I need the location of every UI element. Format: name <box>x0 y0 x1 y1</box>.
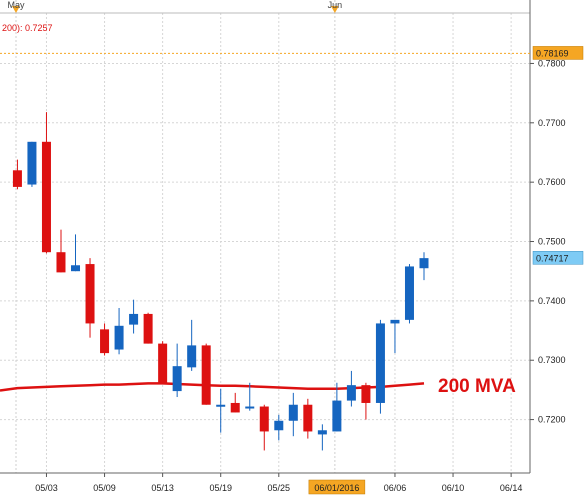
candle-down <box>12 159 22 190</box>
candle-down <box>259 404 269 451</box>
time-tick-label: 06/06 <box>384 483 407 493</box>
candle-up <box>245 382 255 411</box>
candle-body <box>259 406 269 432</box>
candle-body <box>129 313 139 325</box>
price-tick-label: 0.7600 <box>538 177 566 187</box>
time-tick-label: 06/14 <box>500 483 523 493</box>
candle-up <box>274 414 284 441</box>
month-label: May <box>7 0 25 10</box>
month-marker-triangle <box>12 6 20 13</box>
candle-up <box>419 252 429 281</box>
candle-body <box>288 404 298 421</box>
month-labels: May Jun <box>7 0 342 13</box>
candle-up <box>172 343 182 398</box>
candle-up <box>187 319 197 371</box>
time-tick-label: 05/19 <box>209 483 232 493</box>
candle-body <box>201 345 211 405</box>
candle-body <box>303 404 313 432</box>
candle-body <box>245 406 255 409</box>
candle-up <box>404 264 414 324</box>
candle-body <box>41 141 51 253</box>
month-marker-triangle <box>330 6 339 13</box>
candle-body <box>346 385 356 401</box>
current-price-tag-box <box>532 251 584 265</box>
candle-body <box>187 345 197 368</box>
candle-down <box>100 323 110 356</box>
candle-up <box>114 307 124 355</box>
candle-body <box>419 258 429 269</box>
candle-body <box>172 366 182 392</box>
candle-body <box>216 404 226 407</box>
candle-down <box>303 398 313 439</box>
current-price-tag: 0.74717 <box>532 251 584 265</box>
candle-body <box>404 266 414 320</box>
candle-up <box>317 424 327 451</box>
candle-up <box>129 299 139 334</box>
month-label: Jun <box>328 0 343 10</box>
price-tick-label: 0.7200 <box>538 415 566 425</box>
high-price-tag-label: 0.78169 <box>536 48 569 58</box>
candle-up <box>346 370 356 407</box>
price-axis-ticks: 0.7800 0.7700 0.7600 0.7500 0.7400 0.7300 0.72… <box>530 58 566 425</box>
candle-up <box>27 141 37 187</box>
candle-up <box>288 392 298 437</box>
candle-body <box>332 400 342 432</box>
candle-up <box>216 388 226 433</box>
candle-down <box>230 392 240 413</box>
candle-body <box>274 420 284 431</box>
candle-down <box>41 112 51 254</box>
ma-legend-text: 200): 0.7257 <box>2 23 53 33</box>
time-tick-label: 05/25 <box>268 483 291 493</box>
candle-body <box>361 385 371 403</box>
candle-body <box>158 343 168 383</box>
candle-down <box>85 258 95 338</box>
candle-up <box>375 319 385 414</box>
time-tick-label: 05/13 <box>151 483 174 493</box>
candle-body <box>56 252 66 273</box>
candles-layer <box>12 112 429 451</box>
current-price-tag-label: 0.74717 <box>536 253 569 263</box>
date-marker-box <box>308 479 366 495</box>
candle-body <box>230 402 240 413</box>
grid-lines <box>0 0 530 473</box>
candle-down <box>158 341 168 383</box>
date-marker-tag: 06/01/2016 <box>308 479 366 495</box>
high-price-tag-box <box>532 46 584 60</box>
candle-up <box>390 319 400 354</box>
date-marker-label: 06/01/2016 <box>314 483 359 493</box>
candle-body <box>85 264 95 324</box>
candle-body <box>12 170 22 187</box>
candle-body <box>390 319 400 324</box>
high-price-tag: 0.78169 <box>0 46 584 60</box>
candle-down <box>143 312 153 344</box>
price-tick-label: 0.7800 <box>538 58 566 68</box>
candle-up <box>332 382 342 432</box>
ma-annotation-label: 200 MVA <box>438 376 516 397</box>
price-tick-label: 0.7700 <box>538 118 566 128</box>
candle-down <box>201 343 211 405</box>
time-tick-label: 06/10 <box>442 483 465 493</box>
price-tick-label: 0.7400 <box>538 296 566 306</box>
candle-body <box>71 265 81 272</box>
price-tick-label: 0.7300 <box>538 355 566 365</box>
candle-down <box>361 382 371 420</box>
price-tick-label: 0.7500 <box>538 237 566 247</box>
candle-down <box>56 229 66 273</box>
candle-body <box>375 323 385 403</box>
candle-up <box>71 234 81 272</box>
time-axis-ticks: 05/03 05/09 05/13 05/19 05/25 06/06 06/10 06/14 <box>35 473 522 493</box>
candle-body <box>317 430 327 435</box>
time-tick-label: 05/09 <box>93 483 116 493</box>
candle-body <box>27 141 37 185</box>
time-tick-label: 05/03 <box>35 483 58 493</box>
candle-body <box>100 329 110 354</box>
candle-body <box>143 313 153 344</box>
candle-body <box>114 325 124 350</box>
